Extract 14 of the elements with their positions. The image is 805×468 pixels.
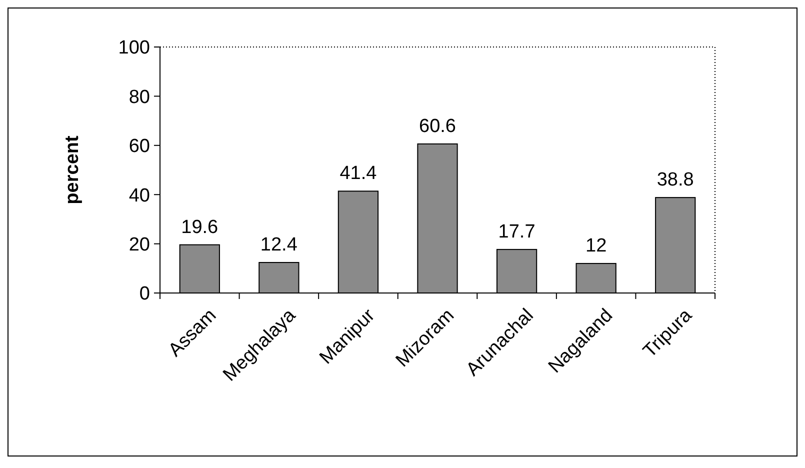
y-tick-label: 20 xyxy=(128,234,150,256)
y-tick-label: 40 xyxy=(128,185,150,206)
data-label: 60.6 xyxy=(419,116,456,137)
y-tick-label: 0 xyxy=(139,284,150,305)
data-label: 19.6 xyxy=(181,216,218,238)
data-label: 12 xyxy=(586,235,607,256)
data-label: 17.7 xyxy=(498,221,536,242)
y-axis-title: percent xyxy=(62,135,83,204)
data-label: 41.4 xyxy=(340,163,378,184)
y-tick-label: 80 xyxy=(128,86,150,108)
y-tick-label: 60 xyxy=(128,136,150,158)
data-label: 12.4 xyxy=(260,234,298,256)
y-tick-label: 100 xyxy=(118,38,150,59)
data-label: 38.8 xyxy=(656,170,694,191)
